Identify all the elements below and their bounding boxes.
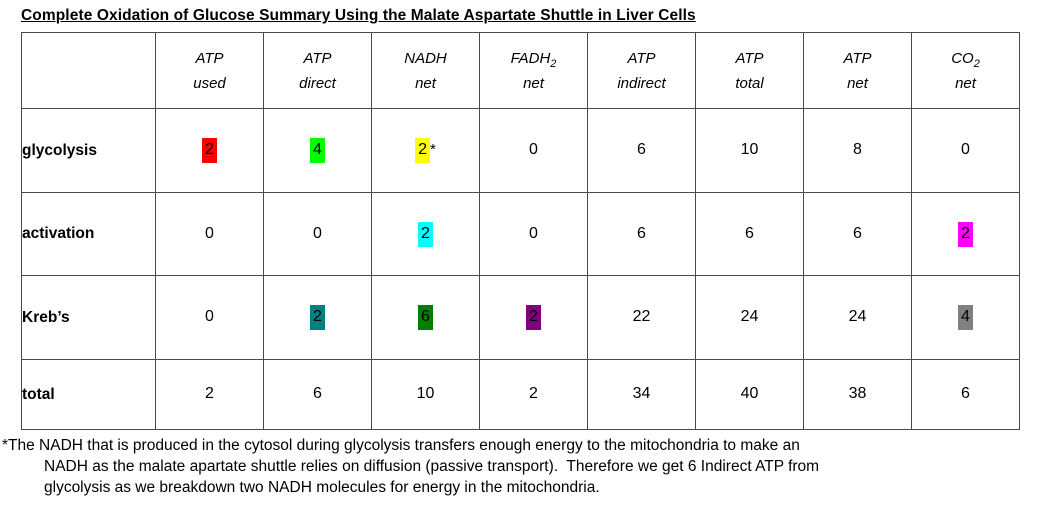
cell-suffix: * [430, 141, 436, 158]
cell-value: 0 [205, 308, 214, 325]
column-header-atp-total: ATP total [695, 32, 804, 109]
cell-value: 6 [961, 385, 970, 402]
cell-value: 0 [529, 224, 538, 242]
cell-value: 38 [848, 385, 867, 402]
cell-value: 0 [313, 224, 322, 242]
highlighted-value: 2 [415, 138, 431, 163]
cell-total-nadh-net: 10 [371, 359, 480, 430]
cell-glycolysis-atp-used: 2 [155, 108, 264, 193]
column-header-fadh2-net: FADH2 net [479, 32, 588, 109]
row-label-activation: activation [21, 192, 156, 276]
footnote-line-2: NADH as the malate apartate shuttle reli… [44, 458, 820, 475]
cell-activation-atp-indirect: 6 [587, 192, 696, 276]
column-header-atp-net: ATP net [803, 32, 912, 109]
cell-glycolysis-nadh-net: 2 * [371, 108, 480, 193]
cell-krebs-nadh-net: 6 [371, 275, 480, 360]
highlighted-value: 6 [418, 305, 433, 330]
cell-glycolysis-fadh2-net: 0 [479, 108, 588, 193]
cell-value: 10 [416, 385, 435, 402]
cell-activation-atp-total: 6 [695, 192, 804, 276]
cell-krebs-fadh2-net: 2 [479, 275, 588, 360]
cell-glycolysis-atp-total: 10 [695, 108, 804, 193]
column-header-atp-indirect: ATP indirect [587, 32, 696, 109]
cell-glycolysis-co2-net: 0 [911, 108, 1020, 193]
highlighted-value: 2 [202, 138, 217, 163]
cell-total-atp-net: 38 [803, 359, 912, 430]
highlighted-value: 2 [418, 221, 433, 247]
glucose-oxidation-summary-table: ATP used ATP direct NADH net FADH2 net ATP in… [21, 32, 1020, 430]
column-header-atp-direct: ATP direct [263, 32, 372, 109]
cell-value: 2 [529, 385, 538, 402]
cell-glycolysis-atp-net: 8 [803, 108, 912, 193]
cell-value: 24 [848, 308, 867, 325]
cell-krebs-atp-net: 24 [803, 275, 912, 360]
highlighted-value: 2 [958, 221, 973, 247]
cell-krebs-atp-direct: 2 [263, 275, 372, 360]
cell-value: 2 [205, 385, 214, 402]
cell-krebs-co2-net: 4 [911, 275, 1020, 360]
cell-glycolysis-atp-direct: 4 [263, 108, 372, 193]
table-row-activation: activation 0 0 2 0 6 6 6 2 [21, 192, 1020, 276]
column-header-nadh-net: NADH net [371, 32, 480, 109]
cell-activation-fadh2-net: 0 [479, 192, 588, 276]
cell-value: 6 [313, 385, 322, 402]
cell-krebs-atp-used: 0 [155, 275, 264, 360]
cell-value: 6 [745, 224, 754, 242]
cell-value: 0 [205, 224, 214, 242]
footnote-line-1: *The NADH that is produced in the cytoso… [2, 437, 800, 454]
cell-glycolysis-atp-indirect: 6 [587, 108, 696, 193]
cell-value: 6 [637, 224, 646, 242]
row-label-krebs: Kreb’s [21, 275, 156, 360]
table-row-krebs: Kreb’s 0 2 6 2 22 24 24 4 [21, 275, 1020, 360]
footnote: *The NADH that is produced in the cytoso… [0, 435, 1039, 498]
column-header-atp-used: ATP used [155, 32, 264, 109]
table-header-row: ATP used ATP direct NADH net FADH2 net ATP in… [21, 32, 1020, 109]
cell-value: 6 [637, 141, 646, 158]
cell-total-atp-direct: 6 [263, 359, 372, 430]
cell-value: 24 [740, 308, 759, 325]
cell-value: 34 [632, 385, 651, 402]
cell-value: 0 [961, 141, 970, 158]
cell-value: 0 [529, 141, 538, 158]
highlighted-value: 2 [310, 305, 325, 330]
row-label-glycolysis: glycolysis [21, 108, 156, 193]
cell-value: 8 [853, 141, 862, 158]
cell-krebs-atp-indirect: 22 [587, 275, 696, 360]
column-header-co2-net: CO2 net [911, 32, 1020, 109]
cell-value: 40 [740, 385, 759, 402]
corner-cell [21, 32, 156, 109]
cell-krebs-atp-total: 24 [695, 275, 804, 360]
cell-activation-atp-net: 6 [803, 192, 912, 276]
page-title: Complete Oxidation of Glucose Summary Us… [21, 7, 696, 24]
cell-value: 22 [632, 308, 651, 325]
cell-total-co2-net: 6 [911, 359, 1020, 430]
cell-total-atp-indirect: 34 [587, 359, 696, 430]
document-page: Complete Oxidation of Glucose Summary Us… [0, 7, 1039, 498]
highlighted-value: 4 [310, 138, 325, 163]
cell-total-fadh2-net: 2 [479, 359, 588, 430]
cell-activation-co2-net: 2 [911, 192, 1020, 276]
footnote-line-3: glycolysis as we breakdown two NADH mole… [44, 479, 600, 496]
cell-activation-atp-direct: 0 [263, 192, 372, 276]
table-row-total: total 2 6 10 2 34 40 38 6 [21, 359, 1020, 430]
highlighted-value: 2 [526, 305, 541, 330]
cell-total-atp-total: 40 [695, 359, 804, 430]
cell-activation-atp-used: 0 [155, 192, 264, 276]
table-row-glycolysis: glycolysis 2 4 2 * 0 6 10 8 0 [21, 108, 1020, 193]
cell-activation-nadh-net: 2 [371, 192, 480, 276]
cell-value: 6 [853, 224, 862, 242]
highlighted-value: 4 [958, 305, 973, 330]
cell-total-atp-used: 2 [155, 359, 264, 430]
row-label-total: total [21, 359, 156, 430]
cell-value: 10 [740, 141, 759, 158]
